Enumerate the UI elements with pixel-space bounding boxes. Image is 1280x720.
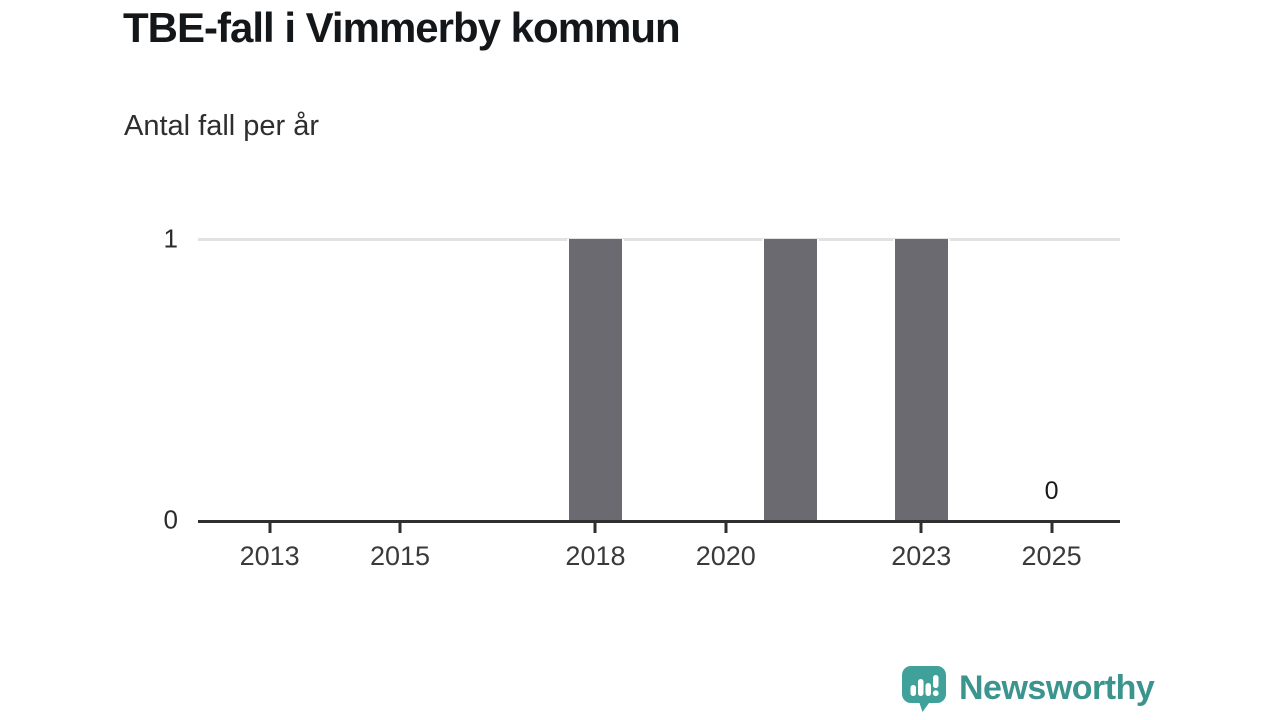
x-axis-label-2013: 2013 <box>239 541 300 571</box>
x-axis-label-2018: 2018 <box>565 541 626 571</box>
x-axis-label-2015: 2015 <box>369 541 431 571</box>
bar-2021 <box>762 239 820 520</box>
bar-2023 <box>892 239 950 520</box>
x-axis-tick-2018 <box>593 520 597 533</box>
newsworthy-speech-bubble-bar-chart-icon <box>900 664 948 712</box>
x-axis-tick-2015 <box>398 520 402 533</box>
chart-subtitle: Antal fall per år <box>124 110 320 142</box>
newsworthy-logo: Newsworthy <box>900 663 1155 713</box>
y-axis-label-1: 1 <box>163 223 178 254</box>
plot-area: 0 1 2013 2015 2018 2020 2023 2025 0 <box>164 224 1120 571</box>
x-axis-tick-2023 <box>919 520 923 533</box>
chart-title: TBE-fall i Vimmerby kommun <box>123 4 681 51</box>
x-axis-tick-2020 <box>724 520 728 533</box>
x-axis-tick-2025 <box>1050 520 1054 533</box>
y-axis-label-0: 0 <box>163 504 178 535</box>
x-axis-label-2020: 2020 <box>695 541 756 571</box>
gridline <box>198 237 1120 241</box>
x-axis-label-2025: 2025 <box>1021 541 1082 571</box>
bar-2018 <box>566 239 624 520</box>
brand-name: Newsworthy <box>959 668 1155 707</box>
x-axis-tick-2013 <box>268 520 272 533</box>
latest-value-annotation: 0 <box>1044 477 1059 505</box>
x-axis-label-2023: 2023 <box>891 541 952 571</box>
